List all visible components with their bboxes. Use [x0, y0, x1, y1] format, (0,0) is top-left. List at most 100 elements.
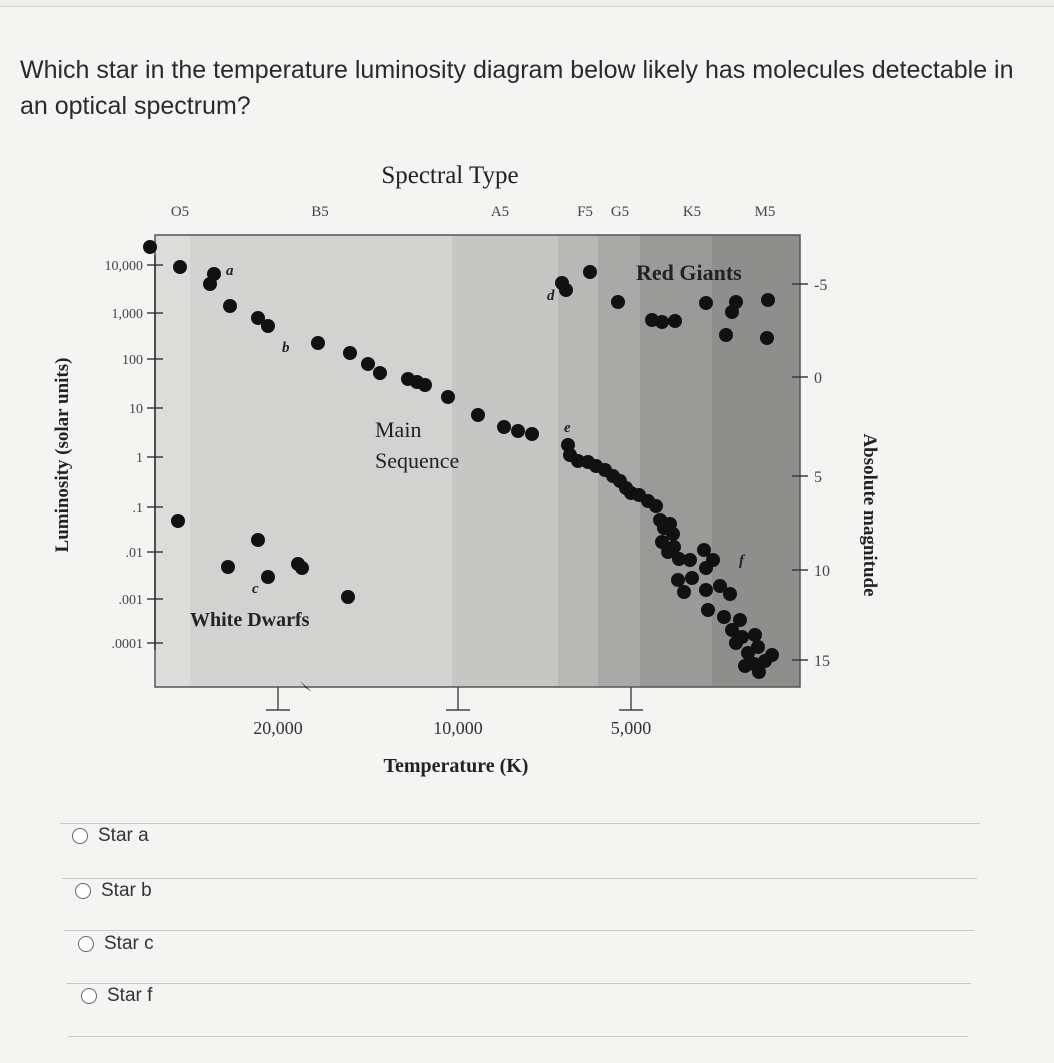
- y-tick-label: .001: [119, 593, 144, 608]
- chart-title: Spectral Type: [381, 162, 518, 189]
- star-point: [341, 590, 355, 604]
- star-point: [311, 336, 325, 350]
- radio-button[interactable]: [81, 988, 97, 1004]
- star-letter-a: a: [226, 263, 234, 279]
- star-point: [713, 579, 727, 593]
- star-point: [729, 295, 743, 309]
- radio-button[interactable]: [75, 883, 91, 899]
- star-point: [697, 543, 711, 557]
- spectral-type-label: G5: [611, 204, 629, 220]
- star-point: [738, 659, 752, 673]
- y-tick-label: 10,000: [105, 259, 144, 274]
- option-star-f[interactable]: Star f: [81, 976, 152, 1016]
- y-tick-label: 1: [136, 451, 143, 466]
- star-point: [765, 648, 779, 662]
- y2-axis-label: Absolute magnitude: [859, 433, 880, 596]
- y-tick-label: .0001: [112, 637, 144, 652]
- star-point: [733, 613, 747, 627]
- option-divider: [68, 1036, 968, 1037]
- option-divider: [64, 930, 974, 931]
- y2-tick-label: -5: [814, 277, 827, 294]
- star-point: [611, 295, 625, 309]
- star-point: [223, 299, 237, 313]
- y2-tick-label: 10: [814, 563, 830, 580]
- star-point: [497, 420, 511, 434]
- star-point: [251, 533, 265, 547]
- star-point: [671, 573, 685, 587]
- arrow-icon: [300, 681, 312, 692]
- main-sequence-label-line2: Sequence: [375, 448, 459, 473]
- radio-button[interactable]: [78, 936, 94, 952]
- star-point: [471, 408, 485, 422]
- x-tick-label: 20,000: [253, 718, 303, 738]
- option-star-a[interactable]: Star a: [72, 816, 149, 856]
- star-point: [555, 276, 569, 290]
- band-k: [640, 235, 712, 687]
- star-letter-f: f: [739, 553, 746, 569]
- x-axis-label: Temperature (K): [384, 755, 529, 777]
- star-point: [699, 296, 713, 310]
- star-point: [672, 552, 686, 566]
- star-point: [748, 628, 762, 642]
- star-point: [583, 265, 597, 279]
- star-letter-b: b: [282, 340, 290, 356]
- star-point: [441, 390, 455, 404]
- y2-tick-label: 0: [814, 370, 822, 387]
- spectral-type-label: K5: [683, 204, 701, 220]
- x-tick-label: 5,000: [611, 718, 652, 738]
- option-label: Star a: [98, 825, 149, 846]
- star-letter-e: e: [564, 420, 571, 436]
- star-point: [751, 640, 765, 654]
- spectral-type-label: O5: [171, 204, 189, 220]
- star-point: [418, 378, 432, 392]
- option-star-c[interactable]: Star c: [78, 924, 154, 964]
- question-text: Which star in the temperature luminosity…: [20, 56, 1014, 120]
- spectral-type-label: M5: [755, 204, 776, 220]
- band-g: [598, 235, 640, 687]
- star-point: [373, 366, 387, 380]
- star-point: [261, 319, 275, 333]
- star-point: [666, 527, 680, 541]
- star-point: [677, 585, 691, 599]
- y-tick-label: 10: [129, 402, 143, 417]
- y2-tick-label: 15: [814, 653, 830, 670]
- radio-button[interactable]: [72, 828, 88, 844]
- star-point: [511, 424, 525, 438]
- option-divider: [60, 823, 980, 824]
- spectral-type-label: B5: [311, 204, 329, 220]
- star-point: [143, 240, 157, 254]
- star-point: [699, 561, 713, 575]
- x-tick-label: 10,000: [433, 718, 483, 738]
- option-star-b[interactable]: Star b: [75, 871, 152, 911]
- y2-tick-label: 5: [814, 469, 822, 486]
- star-point: [699, 583, 713, 597]
- option-divider: [62, 878, 977, 879]
- star-point: [761, 293, 775, 307]
- star-point: [661, 545, 675, 559]
- star-point: [752, 665, 766, 679]
- spectral-type-label: F5: [577, 204, 593, 220]
- star-point: [655, 315, 669, 329]
- star-letter-d: d: [547, 288, 555, 304]
- option-divider: [66, 983, 971, 984]
- star-point: [221, 560, 235, 574]
- hr-diagram: Spectral Type O5 B5 A5 F5 G5 K5 M5 10,000 1,000…: [30, 150, 880, 790]
- red-giants-label: Red Giants: [636, 260, 742, 285]
- band-a: [452, 235, 558, 687]
- star-point: [173, 260, 187, 274]
- spectral-type-label: A5: [491, 204, 509, 220]
- star-point: [725, 623, 739, 637]
- star-point: [295, 561, 309, 575]
- star-point: [668, 314, 682, 328]
- y-axis-label: Luminosity (solar units): [52, 358, 73, 553]
- star-point: [760, 331, 774, 345]
- star-point: [717, 610, 731, 624]
- star-point: [171, 514, 185, 528]
- star-point: [361, 357, 375, 371]
- star-point: [649, 499, 663, 513]
- star-point: [729, 636, 743, 650]
- star-point: [203, 277, 217, 291]
- star-point: [701, 603, 715, 617]
- option-label: Star b: [101, 880, 152, 901]
- y-tick-label: 1,000: [112, 307, 144, 322]
